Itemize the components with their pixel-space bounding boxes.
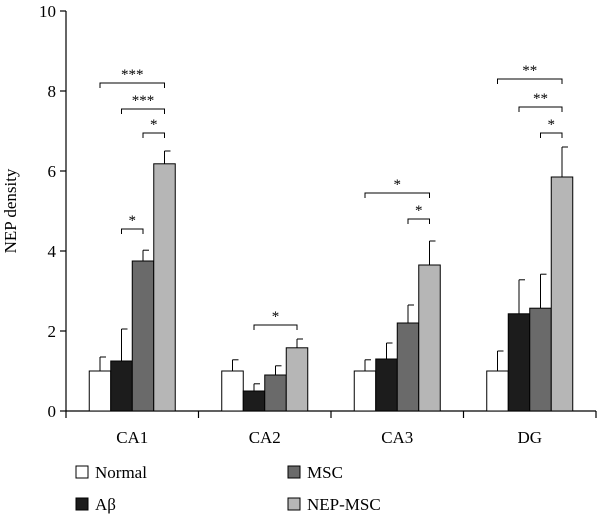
legend-swatch (75, 497, 89, 511)
significance-bracket (364, 192, 430, 198)
legend-label: Normal (95, 463, 147, 482)
legend: Normal Aβ MSC NEP-MSC (75, 463, 381, 514)
significance-bracket (497, 78, 563, 84)
bar (110, 360, 133, 412)
significance-bracket (518, 106, 563, 112)
y-tick-label: 8 (48, 82, 57, 101)
significance-bracket (121, 108, 165, 114)
y-tick-label: 2 (48, 322, 57, 341)
x-tick-label: CA1 (116, 428, 148, 447)
significance-bracket (121, 228, 144, 234)
bar (550, 176, 574, 412)
bars (88, 146, 574, 412)
bar (264, 374, 287, 412)
significance-bracket (99, 82, 165, 88)
legend-label: NEP-MSC (307, 495, 381, 514)
significance-bracket (253, 324, 298, 330)
bar (131, 260, 155, 412)
y-tick-label: 10 (39, 2, 56, 21)
bar (153, 163, 176, 412)
bar (353, 370, 377, 412)
bar (285, 347, 309, 412)
x-tick-label: CA3 (381, 428, 413, 447)
bar (486, 370, 509, 412)
x-tick-label: CA2 (249, 428, 281, 447)
bar (242, 390, 266, 412)
significance-label: * (150, 117, 158, 133)
significance-label: * (272, 309, 280, 325)
y-tick-label: 4 (48, 242, 57, 261)
bar (88, 370, 112, 412)
significance-label: *** (132, 93, 155, 109)
significance-bracket (407, 218, 430, 224)
significance-label: ** (533, 91, 548, 107)
significance-markers: **************** (99, 63, 563, 330)
legend-swatch (287, 497, 301, 511)
y-tick-label: 0 (48, 402, 57, 421)
significance-bracket (540, 132, 563, 138)
significance-label: * (548, 117, 556, 133)
significance-label: * (415, 203, 423, 219)
bar (396, 322, 420, 412)
bar (418, 264, 441, 412)
bar (221, 370, 244, 412)
legend-label: MSC (307, 463, 343, 482)
bar (375, 358, 398, 412)
legend-swatch (75, 465, 89, 479)
significance-label: *** (121, 67, 144, 83)
significance-bracket (142, 132, 165, 138)
y-tick-label: 6 (48, 162, 57, 181)
significance-label: * (394, 177, 402, 193)
significance-label: ** (522, 63, 537, 79)
legend-swatch (287, 465, 301, 479)
bar (529, 307, 552, 412)
significance-label: * (129, 213, 137, 229)
x-tick-label: DG (517, 428, 542, 447)
y-axis-label: NEP density (1, 168, 20, 253)
legend-label: Aβ (95, 495, 116, 514)
bar (507, 313, 531, 412)
